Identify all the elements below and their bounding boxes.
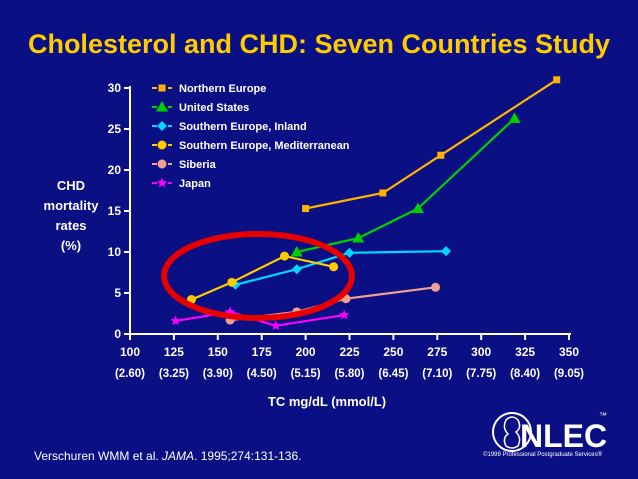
x-tick-label-mmol: (5.80) (334, 368, 364, 380)
citation-details: . 1995;274:131-136. (194, 449, 301, 463)
slide-title: Cholesterol and CHD: Seven Countries Stu… (28, 29, 610, 59)
x-tick-label-mmol: (3.90) (203, 368, 233, 380)
legend-label: Southern Europe, Mediterranean (179, 140, 350, 152)
x-tick-label: 275 (427, 345, 447, 359)
data-point (157, 140, 167, 150)
legend-label: United States (179, 102, 249, 114)
citation-authors: Verschuren WMM et al. (34, 449, 162, 463)
y-axis-label-line: rates (55, 218, 86, 233)
series-line (305, 78, 558, 210)
x-tick-label-mmol: (5.15) (291, 368, 321, 380)
y-tick-label: 30 (108, 81, 122, 95)
y-tick-label: 25 (108, 122, 122, 136)
data-point (302, 205, 310, 213)
y-axis-label-line: CHD (57, 178, 85, 193)
citation-journal: JAMA (161, 449, 194, 463)
series-southern-europe-mediterranean (186, 251, 339, 305)
data-point (291, 264, 302, 275)
x-tick-label: 350 (559, 345, 579, 359)
data-point (553, 76, 561, 84)
x-tick-label: 150 (208, 345, 228, 359)
series-northern-europe (302, 76, 561, 213)
x-tick-label-mmol: (9.05) (554, 368, 584, 380)
copyright: ©1999 Professional Postgraduate Services… (483, 451, 602, 458)
x-axis-label: TC mg/dL (mmol/L) (268, 394, 386, 409)
legend-item: Japan (152, 177, 211, 190)
legend-label: Northern Europe (179, 83, 266, 95)
data-point (290, 246, 303, 257)
legend-item: Northern Europe (152, 83, 266, 95)
nlec-logo: NLEC ™ (492, 411, 607, 454)
data-point (344, 247, 355, 258)
data-point (411, 202, 424, 214)
x-tick-label-mmol: (8.40) (510, 368, 540, 380)
nlec-logo-tm: ™ (599, 411, 607, 420)
data-point (156, 101, 168, 112)
data-point (157, 159, 167, 169)
legend-item: Southern Europe, Mediterranean (152, 140, 350, 152)
data-point (379, 189, 387, 197)
legend-label: Southern Europe, Inland (179, 121, 307, 133)
legend-label: Siberia (179, 159, 217, 171)
legend-label: Japan (179, 178, 211, 190)
data-point (441, 246, 452, 257)
x-tick-label-mmol: (3.25) (159, 368, 189, 380)
data-point (437, 151, 445, 159)
series-line (296, 117, 516, 254)
y-axis-label: CHD mortality rates (%) (44, 178, 100, 253)
data-point (280, 251, 290, 261)
data-point (431, 282, 441, 292)
nlec-logo-emblem (492, 412, 532, 452)
x-tick-label-mmol: (2.60) (115, 368, 145, 380)
y-tick-label: 5 (114, 286, 121, 300)
x-tick-label-mmol: (7.10) (422, 368, 452, 380)
nlec-logo-figure (503, 416, 521, 449)
legend-item: United States (152, 101, 249, 114)
x-tick-label-mmol: (4.50) (247, 368, 277, 380)
x-tick-label: 250 (383, 345, 403, 359)
data-point (270, 320, 281, 331)
highlight-ellipse (161, 231, 355, 321)
data-point (352, 232, 365, 243)
x-tick-label-mmol: (6.45) (378, 368, 408, 380)
series-line (235, 250, 447, 286)
y-axis-label-line: (%) (61, 238, 81, 253)
data-point (157, 121, 167, 131)
data-point (170, 315, 181, 326)
x-tick-label: 200 (296, 345, 316, 359)
y-tick-label: 15 (108, 204, 122, 218)
series-layer (170, 76, 561, 331)
y-tick-label: 10 (108, 245, 122, 259)
y-tick-label: 0 (114, 327, 121, 341)
nlec-logo-text: NLEC (520, 418, 607, 454)
x-tick-label: 225 (339, 345, 359, 359)
data-point (158, 84, 166, 92)
data-point (508, 112, 521, 123)
x-tick-label: 125 (164, 345, 184, 359)
y-axis-label-line: mortality (44, 198, 100, 213)
axes: 0 5 10 15 20 25 30 100 (2.60) 125 (3.25) 150 (3.90) 1… (108, 81, 585, 380)
x-tick-label: 300 (471, 345, 491, 359)
series-line (191, 254, 334, 301)
series-united-states (290, 112, 521, 257)
citation: Verschuren WMM et al. JAMA. 1995;274:131… (34, 449, 302, 463)
data-point (156, 177, 168, 188)
data-point (224, 306, 236, 317)
legend: Northern Europe United States Southern Eur… (152, 83, 350, 190)
x-tick-label: 175 (252, 345, 272, 359)
x-tick-label: 325 (515, 345, 535, 359)
data-point (329, 262, 339, 272)
data-point (227, 277, 237, 287)
data-point (339, 309, 350, 320)
legend-item: Southern Europe, Inland (152, 121, 307, 133)
y-tick-label: 20 (108, 163, 122, 177)
legend-item: Siberia (152, 159, 217, 171)
x-tick-label-mmol: (7.75) (466, 368, 496, 380)
x-tick-label: 100 (120, 345, 140, 359)
